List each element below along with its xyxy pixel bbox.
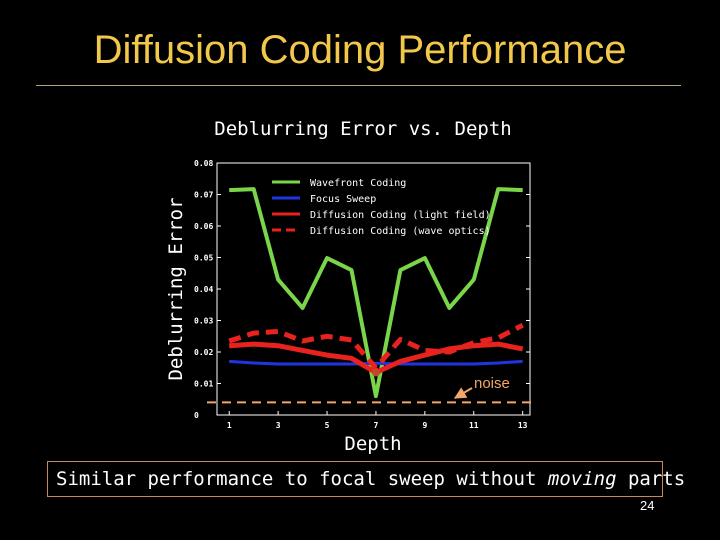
legend-label: Diffusion Coding (wave optics): [310, 226, 491, 237]
legend-label: Wavefront Coding: [310, 178, 406, 189]
noise-arrow: [453, 387, 473, 399]
y-tick-label: 0.08: [194, 159, 213, 168]
x-axis-label: Depth: [344, 433, 401, 455]
noise-annotation: noise: [474, 375, 510, 392]
x-tick-label: 9: [422, 421, 427, 430]
series-line-solid-blue: [229, 359, 523, 366]
series-line-solid-green: [229, 187, 523, 399]
y-tick-label: 0.06: [194, 222, 213, 231]
y-tick-label: 0.03: [194, 317, 213, 326]
x-tick-label: 5: [325, 421, 330, 430]
y-tick-label: 0.02: [194, 348, 213, 357]
series-layer: [207, 187, 532, 404]
series-line-dashed-red: [228, 322, 524, 371]
legend: Wavefront Coding Focus Sweep Diffusion Cod…: [272, 178, 491, 237]
x-tick-label: 7: [374, 421, 379, 430]
x-tick-label: 13: [518, 421, 528, 430]
x-axis: 1 3 5 7 9 11 13: [227, 411, 528, 430]
page-number: 24: [640, 498, 655, 513]
caption-box: Similar performance to focal sweep witho…: [47, 461, 685, 497]
x-tick-label: 11: [469, 421, 479, 430]
y-axis-label: Deblurring Error: [165, 197, 187, 380]
legend-label: Focus Sweep: [310, 194, 376, 205]
x-tick-label: 3: [276, 421, 281, 430]
chart-title: Deblurring Error vs. Depth: [214, 118, 512, 140]
y-axis: 0 0.01 0.02 0.03 0.04 0.05 0.06 0.07 0.08: [194, 159, 530, 420]
y-tick-label: 0.07: [194, 191, 213, 200]
legend-label: Diffusion Coding (light field): [310, 210, 491, 221]
x-tick-label: 1: [227, 421, 232, 430]
center-marker: [371, 368, 380, 377]
y-tick-label: 0: [194, 411, 199, 420]
y-tick-label: 0.04: [194, 285, 213, 294]
y-tick-label: 0.05: [194, 254, 213, 263]
caption-text-start: Similar performance to focal sweep witho…: [56, 468, 548, 490]
caption-text-end: parts: [616, 468, 686, 490]
caption-emphasis: moving: [547, 468, 617, 490]
title-divider: [36, 85, 681, 86]
slide-title: Diffusion Coding Performance: [93, 28, 627, 72]
y-tick-label: 0.01: [194, 380, 213, 389]
